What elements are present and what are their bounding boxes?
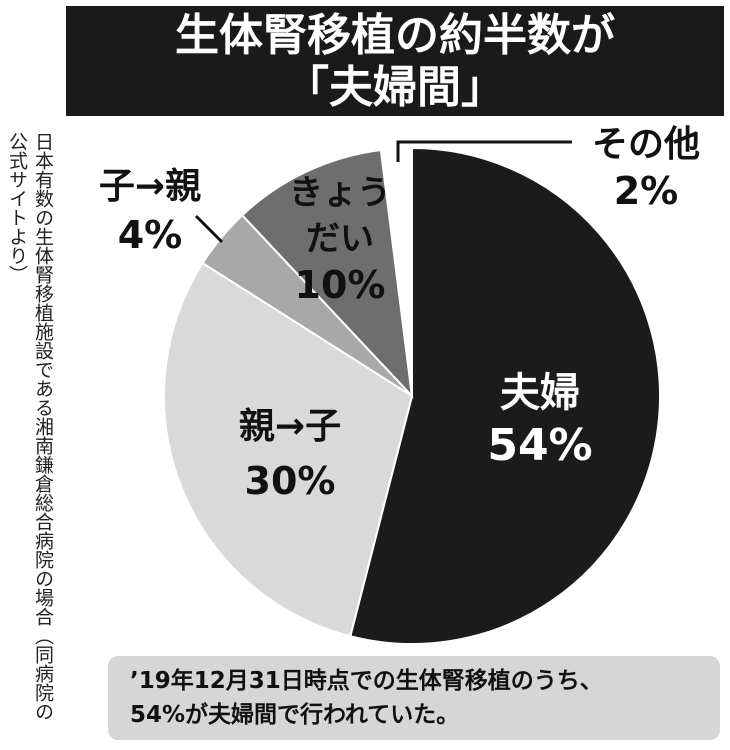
- slice-label-3-b: だい: [306, 219, 374, 259]
- slice-label-3-a: きょう: [289, 173, 391, 213]
- slice-value-4: 2%: [614, 169, 679, 213]
- pie-slice-0: [349, 146, 661, 645]
- slice-label-4: その他: [592, 124, 700, 165]
- slice-label-1: 親→子: [239, 406, 341, 447]
- leader-line-child-parent: [194, 214, 224, 244]
- pie-slice-3: [240, 148, 414, 399]
- caption-line-2: 54%が夫婦間で行われていた。: [130, 702, 460, 728]
- caption-box: ’19年12月31日時点での生体腎移植のうち、 54%が夫婦間で行われていた。: [108, 656, 720, 740]
- slice-value-0: 54%: [487, 420, 592, 471]
- leader-bracket-other: [396, 140, 572, 162]
- slice-value-3: 10%: [295, 263, 386, 307]
- slice-value-2: 4%: [118, 213, 183, 257]
- title-line-2: 「夫婦間」: [285, 62, 505, 113]
- slice-label-0: 夫婦: [500, 370, 580, 416]
- slice-value-1: 30%: [245, 459, 336, 503]
- source-note: 日本有数の生体腎移植施設である湘南鎌倉総合病院の場合（同病院の公式サイトより）: [6, 132, 54, 721]
- title-line-1: 生体腎移植の約半数が: [175, 10, 615, 61]
- title-banner: 生体腎移植の約半数が 「夫婦間」: [66, 6, 724, 116]
- pie-slice-1: [163, 261, 414, 638]
- slice-label-2: 子→親: [99, 166, 201, 207]
- pie-slice-4: [379, 146, 413, 397]
- caption-line-1: ’19年12月31日時点での生体腎移植のうち、: [130, 668, 603, 694]
